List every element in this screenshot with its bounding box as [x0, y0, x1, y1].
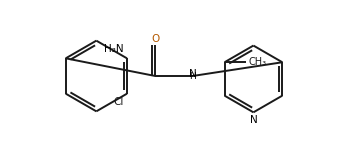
Text: N: N	[189, 69, 196, 79]
Text: N: N	[249, 115, 257, 125]
Text: CH₃: CH₃	[248, 57, 266, 67]
Text: H₂N: H₂N	[104, 44, 124, 54]
Text: O: O	[151, 34, 159, 44]
Text: H: H	[189, 72, 196, 81]
Text: Cl: Cl	[114, 97, 124, 107]
